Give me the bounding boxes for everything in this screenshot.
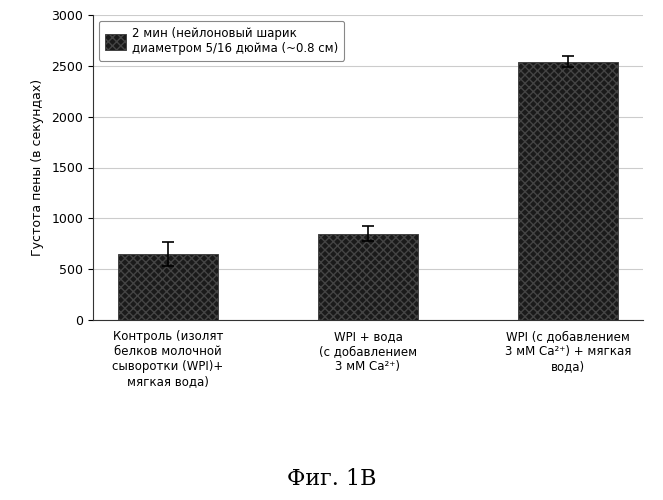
Legend: 2 мин (нейлоновый шарик
диаметром 5/16 дюйма (~0.8 см): 2 мин (нейлоновый шарик диаметром 5/16 д… xyxy=(99,21,344,60)
Bar xyxy=(118,254,218,320)
Y-axis label: Густота пены (в секундах): Густота пены (в секундах) xyxy=(31,79,44,256)
Bar xyxy=(518,62,618,320)
Text: Фиг. 1В: Фиг. 1В xyxy=(287,468,376,490)
Bar xyxy=(318,234,418,320)
